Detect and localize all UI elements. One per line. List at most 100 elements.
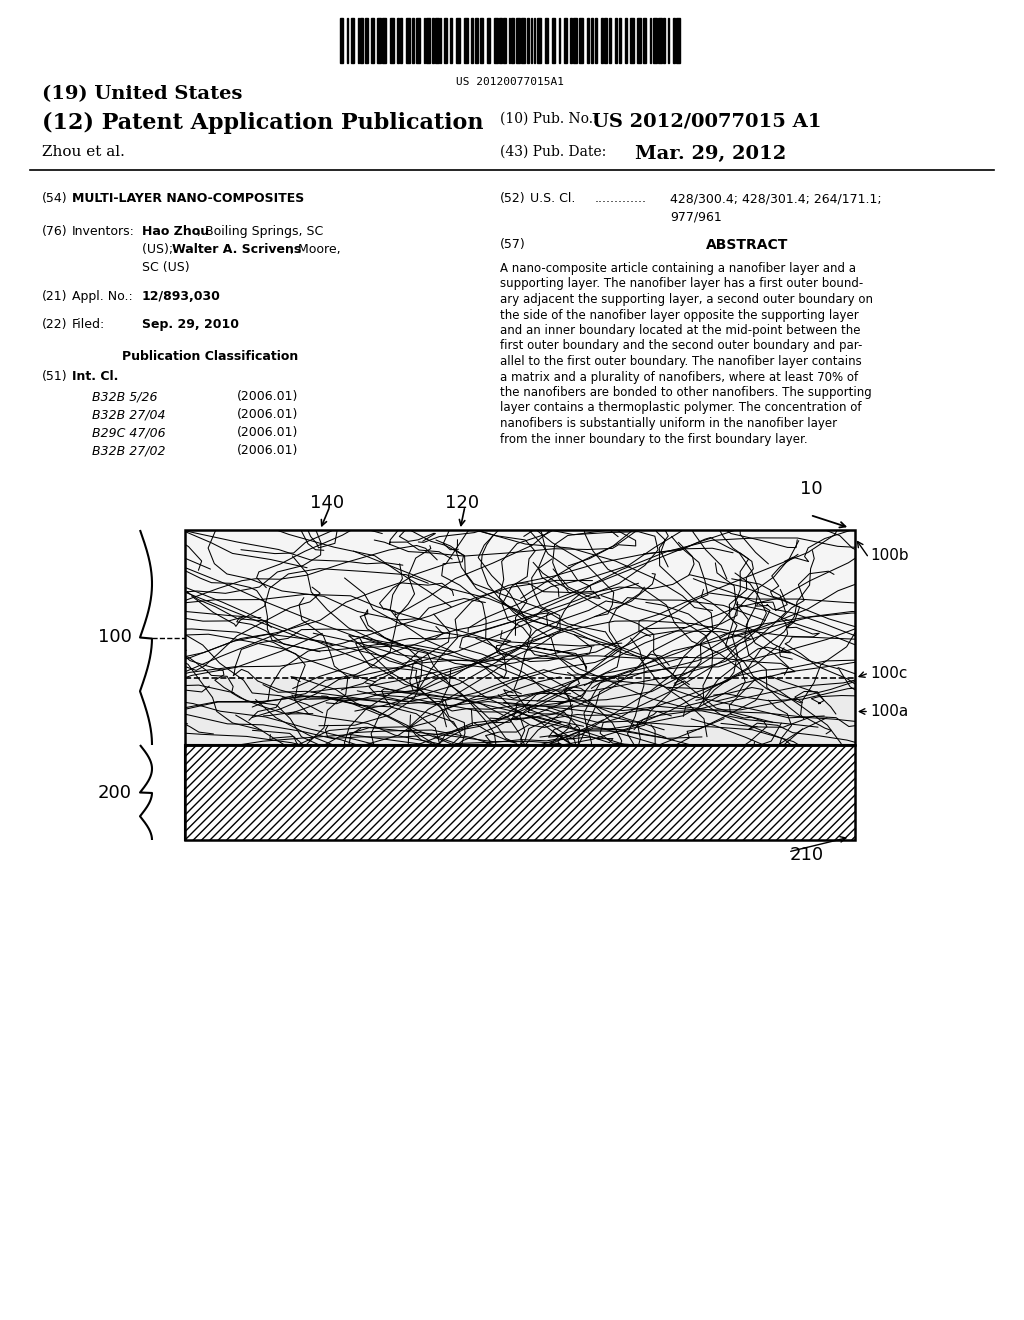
Bar: [382, 18, 386, 63]
Text: first outer boundary and the second outer boundary and par-: first outer boundary and the second oute…: [500, 339, 862, 352]
Text: US 20120077015A1: US 20120077015A1: [456, 77, 564, 87]
Bar: [185, 744, 855, 840]
Bar: [587, 18, 589, 63]
Text: , Moore,: , Moore,: [290, 243, 341, 256]
Text: Sep. 29, 2010: Sep. 29, 2010: [142, 318, 239, 331]
Text: 140: 140: [310, 494, 344, 512]
Text: (2006.01): (2006.01): [237, 389, 298, 403]
Text: 977/961: 977/961: [670, 210, 722, 223]
Bar: [397, 18, 399, 63]
Bar: [471, 18, 473, 63]
Bar: [456, 18, 460, 63]
Bar: [653, 18, 657, 63]
Text: Hao Zhou: Hao Zhou: [142, 224, 209, 238]
Bar: [503, 18, 506, 63]
Text: the side of the nanofiber layer opposite the supporting layer: the side of the nanofiber layer opposite…: [500, 309, 859, 322]
Bar: [615, 18, 617, 63]
Text: supporting layer. The nanofiber layer has a first outer bound-: supporting layer. The nanofiber layer ha…: [500, 277, 863, 290]
Text: Filed:: Filed:: [72, 318, 105, 331]
Bar: [494, 18, 498, 63]
Bar: [432, 18, 434, 63]
Text: MULTI-LAYER NANO-COMPOSITES: MULTI-LAYER NANO-COMPOSITES: [72, 191, 304, 205]
Text: 100c: 100c: [870, 665, 907, 681]
Bar: [595, 18, 597, 63]
Text: and an inner boundary located at the mid-point between the: and an inner boundary located at the mid…: [500, 323, 860, 337]
Bar: [406, 18, 410, 63]
Bar: [601, 18, 603, 63]
Text: Publication Classification: Publication Classification: [122, 350, 298, 363]
Text: 200: 200: [98, 784, 132, 801]
Text: (2006.01): (2006.01): [237, 444, 298, 457]
Text: A nano-composite article containing a nanofiber layer and a: A nano-composite article containing a na…: [500, 261, 856, 275]
Text: ary adjacent the supporting layer, a second outer boundary on: ary adjacent the supporting layer, a sec…: [500, 293, 873, 306]
Text: 10: 10: [800, 480, 822, 498]
Text: (21): (21): [42, 290, 68, 304]
Bar: [545, 18, 548, 63]
Text: (43) Pub. Date:: (43) Pub. Date:: [500, 145, 606, 158]
Text: 120: 120: [445, 494, 479, 512]
Bar: [499, 18, 502, 63]
Text: B32B 5/26: B32B 5/26: [92, 389, 158, 403]
Text: B32B 27/04: B32B 27/04: [92, 408, 166, 421]
Bar: [480, 18, 483, 63]
Bar: [426, 18, 430, 63]
Text: (22): (22): [42, 318, 68, 331]
Text: SC (US): SC (US): [142, 261, 189, 275]
Bar: [435, 18, 439, 63]
Text: (76): (76): [42, 224, 68, 238]
Bar: [570, 18, 572, 63]
Text: (2006.01): (2006.01): [237, 426, 298, 440]
Text: 210: 210: [790, 846, 824, 865]
Text: B29C 47/06: B29C 47/06: [92, 426, 166, 440]
Bar: [400, 18, 402, 63]
Text: (19) United States: (19) United States: [42, 84, 243, 103]
Bar: [185, 531, 855, 678]
Text: (2006.01): (2006.01): [237, 408, 298, 421]
Bar: [185, 531, 855, 744]
Bar: [637, 18, 641, 63]
Bar: [591, 18, 593, 63]
Bar: [377, 18, 381, 63]
Text: Appl. No.:: Appl. No.:: [72, 290, 133, 304]
Text: (57): (57): [500, 238, 525, 251]
Bar: [185, 531, 855, 744]
Bar: [444, 18, 447, 63]
Text: US 2012/0077015 A1: US 2012/0077015 A1: [592, 112, 821, 129]
Bar: [604, 18, 607, 63]
Bar: [521, 18, 525, 63]
Bar: [511, 18, 514, 63]
Text: 100: 100: [98, 628, 132, 647]
Text: Inventors:: Inventors:: [72, 224, 135, 238]
Text: (54): (54): [42, 191, 68, 205]
Bar: [676, 18, 680, 63]
Text: .............: .............: [595, 191, 647, 205]
Bar: [663, 18, 665, 63]
Text: Zhou et al.: Zhou et al.: [42, 145, 125, 158]
Text: allel to the first outer boundary. The nanofiber layer contains: allel to the first outer boundary. The n…: [500, 355, 862, 368]
Bar: [618, 18, 621, 63]
Text: Int. Cl.: Int. Cl.: [72, 370, 119, 383]
Bar: [412, 18, 414, 63]
Bar: [673, 18, 675, 63]
Text: (12) Patent Application Publication: (12) Patent Application Publication: [42, 112, 483, 135]
Bar: [464, 18, 468, 63]
Bar: [537, 18, 541, 63]
Bar: [573, 18, 577, 63]
Bar: [390, 18, 394, 63]
Text: U.S. Cl.: U.S. Cl.: [530, 191, 575, 205]
Bar: [340, 18, 343, 63]
Text: layer contains a thermoplastic polymer. The concentration of: layer contains a thermoplastic polymer. …: [500, 401, 861, 414]
Text: a matrix and a plurality of nanofibers, where at least 70% of: a matrix and a plurality of nanofibers, …: [500, 371, 858, 384]
Bar: [371, 18, 374, 63]
Bar: [630, 18, 634, 63]
Text: 100a: 100a: [870, 704, 908, 719]
Text: nanofibers is substantially uniform in the nanofiber layer: nanofibers is substantially uniform in t…: [500, 417, 838, 430]
Text: 12/893,030: 12/893,030: [142, 290, 221, 304]
Bar: [416, 18, 420, 63]
Text: 428/300.4; 428/301.4; 264/171.1;: 428/300.4; 428/301.4; 264/171.1;: [670, 191, 882, 205]
Text: (10) Pub. No.:: (10) Pub. No.:: [500, 112, 598, 125]
Bar: [658, 18, 662, 63]
Text: , Boiling Springs, SC: , Boiling Springs, SC: [197, 224, 324, 238]
Bar: [516, 18, 520, 63]
Bar: [579, 18, 583, 63]
